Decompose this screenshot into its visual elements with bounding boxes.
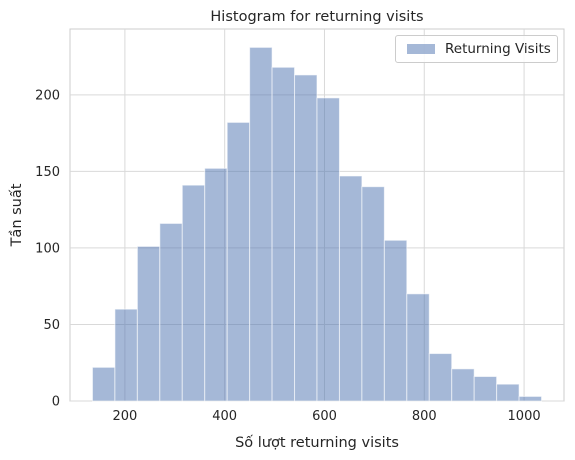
x-tick-label: 600 — [312, 409, 337, 424]
y-tick-label: 100 — [35, 241, 60, 256]
histogram-bar — [496, 383, 520, 402]
histogram-bar — [204, 167, 228, 402]
histogram-bar — [361, 186, 385, 402]
y-tick-label: 0 — [52, 395, 60, 410]
histogram-bar — [271, 66, 296, 402]
histogram-bar — [316, 97, 340, 402]
x-axis-label: Số lượt returning visits — [235, 434, 399, 451]
chart-title: Histogram for returning visits — [210, 9, 423, 25]
histogram-bars — [91, 46, 543, 402]
histogram-bar — [159, 222, 183, 402]
y-axis-label: Tần suất — [9, 183, 25, 247]
histogram-bar — [181, 184, 206, 402]
histogram-bar — [226, 121, 251, 402]
histogram-bar — [473, 376, 498, 402]
histogram-bar — [451, 368, 475, 402]
x-tick-label: 800 — [412, 409, 437, 424]
histogram-bar — [91, 366, 116, 402]
x-tick-label: 1000 — [508, 409, 541, 424]
legend: Returning Visits — [395, 35, 558, 63]
y-tick-labels: 0 50 100 150 200 — [35, 88, 60, 409]
x-tick-label: 200 — [112, 409, 137, 424]
histogram-bar — [136, 245, 161, 402]
y-tick-label: 200 — [35, 88, 60, 103]
y-tick-label: 50 — [43, 318, 60, 333]
legend-swatch — [407, 44, 435, 54]
histogram-bar — [518, 395, 543, 402]
histogram-bar — [383, 239, 408, 402]
y-tick-label: 150 — [35, 165, 60, 180]
histogram-bar — [294, 74, 318, 402]
histogram-bar — [406, 293, 430, 402]
histogram-bar — [338, 175, 363, 402]
legend-label: Returning Visits — [445, 41, 551, 57]
x-tick-labels: 200 400 600 800 1000 — [112, 409, 540, 424]
histogram-bar — [249, 46, 273, 402]
histogram-bar — [114, 308, 138, 402]
x-tick-label: 400 — [212, 409, 237, 424]
histogram-bar — [428, 353, 453, 402]
